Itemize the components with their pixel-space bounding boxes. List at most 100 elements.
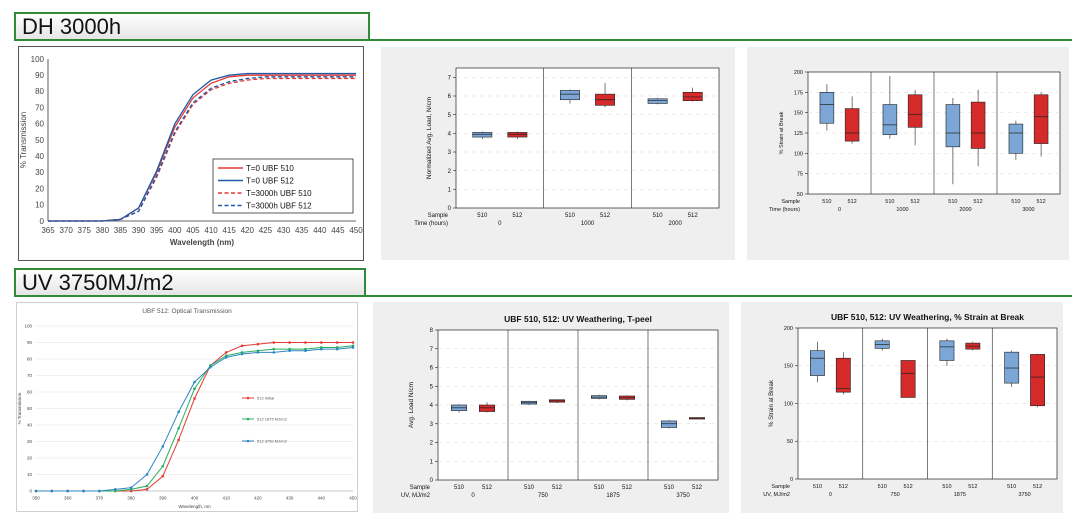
y-tick-label: 70 (35, 103, 44, 112)
plot-area (455, 67, 720, 209)
y-tick-label: 150 (794, 111, 803, 117)
y-tick-label: 7 (448, 75, 452, 81)
y-tick-label: 10 (35, 201, 44, 210)
sample-label: 512 (968, 484, 977, 490)
row-label-sample: Sample (781, 199, 800, 205)
data-point (256, 351, 260, 354)
y-axis-label: % Transmission (17, 392, 22, 424)
x-tick-label: 410 (204, 226, 218, 235)
uv-section-title: UV 3750MJ/m2 (14, 268, 366, 296)
row-label-group: Time (hours) (414, 221, 448, 227)
dh-section-title: DH 3000h (14, 12, 370, 40)
group-label: 1000 (896, 207, 908, 213)
box-512 (970, 101, 986, 149)
data-point (209, 365, 212, 369)
data-point (193, 397, 196, 400)
box-510 (945, 104, 961, 148)
data-point (272, 351, 276, 354)
y-tick-label: 4 (448, 131, 452, 137)
group-label: 0 (829, 492, 832, 498)
y-tick-label: 90 (27, 340, 33, 345)
group-label: 3750 (676, 493, 690, 499)
x-tick-label: 405 (186, 226, 200, 235)
y-tick-label: 100 (24, 324, 32, 329)
x-tick-label: 390 (132, 226, 146, 235)
data-point (351, 341, 355, 344)
series-line-2 (48, 77, 356, 222)
y-tick-label: 1 (430, 459, 434, 465)
sample-label: 512 (974, 199, 983, 205)
y-tick-label: 30 (35, 168, 44, 177)
legend-label-0: T=0 UBF 510 (246, 164, 294, 173)
sample-label: 512 (848, 199, 857, 205)
dh-transmission-chart: 0 10 20 30 40 50 60 70 80 90 100 365 370 375 380 385 390… (18, 46, 364, 261)
x-tick-label: 450 (349, 226, 363, 235)
data-point (320, 341, 323, 344)
x-tick-label: 400 (191, 496, 199, 501)
box-512 (835, 357, 851, 393)
box-510 (810, 350, 825, 376)
y-tick-label: 0 (430, 478, 434, 484)
y-tick-label: 100 (31, 55, 45, 64)
y-tick-label: 60 (27, 390, 33, 395)
series-line-1 (48, 72, 356, 222)
x-tick-label: 445 (331, 226, 345, 235)
group-label: 3750 (1019, 492, 1031, 498)
legend-marker-0 (246, 396, 250, 400)
x-axis-label: Wavelength (nm) (170, 238, 234, 247)
sample-label: 510 (524, 485, 535, 491)
row-label-sample: Sample (410, 485, 431, 491)
data-point (145, 473, 149, 476)
sample-label: 512 (512, 213, 523, 219)
series-line-3 (48, 76, 356, 222)
legend-label-1: T=0 UBF 512 (246, 177, 294, 186)
row-label-group: UV, MJ/m2 (401, 493, 431, 499)
group-label: 1875 (606, 493, 620, 499)
box-512 (1033, 94, 1049, 144)
group-label: 0 (838, 207, 841, 213)
y-axis-label: % Strain at Break (769, 379, 775, 427)
y-tick-label: 80 (35, 87, 44, 96)
row-label-group: UV, MJ/m2 (763, 492, 790, 498)
dh-tpeel-boxplot: 0 1 2 3 4 5 6 7 Normalized Avg. Load, N/cm Sample… (381, 47, 735, 260)
box-512 (479, 404, 496, 412)
x-tick-label: 440 (313, 226, 327, 235)
data-point (335, 347, 339, 351)
x-tick-label: 395 (150, 226, 164, 235)
sample-label: 512 (839, 484, 848, 490)
data-point (145, 488, 149, 491)
box-510 (472, 132, 493, 138)
y-tick-label: 7 (430, 347, 434, 353)
sample-label: 510 (664, 485, 675, 491)
dh-section-rule (14, 39, 1072, 41)
sample-label: 512 (622, 485, 633, 491)
data-point (113, 488, 117, 491)
box-510 (882, 104, 898, 135)
x-tick-label: 385 (114, 226, 128, 235)
data-point (161, 474, 165, 478)
sample-label: 510 (1011, 199, 1020, 205)
x-tick-label: 420 (254, 496, 262, 501)
box-512 (907, 94, 923, 128)
sample-label: 510 (942, 484, 951, 490)
box-512 (844, 108, 860, 142)
y-tick-label: 100 (784, 401, 793, 407)
y-tick-label: 100 (794, 151, 803, 157)
row-label-sample: Sample (428, 213, 449, 219)
uv-strain-boxplot: UBF 510, 512: UV Weathering, % Strain at… (741, 302, 1063, 513)
sample-label: 512 (692, 485, 703, 491)
sample-label: 512 (482, 485, 493, 491)
data-point (351, 346, 355, 349)
sample-label: 512 (903, 484, 912, 490)
box-510 (939, 340, 955, 361)
x-tick-label: 430 (277, 226, 291, 235)
x-tick-label: 450 (349, 496, 357, 501)
box-512 (1030, 354, 1045, 407)
sample-label: 510 (822, 199, 831, 205)
sample-label: 512 (1033, 484, 1042, 490)
data-point (177, 427, 180, 430)
data-point (161, 445, 165, 448)
group-label: 750 (538, 493, 549, 499)
box-510 (1008, 123, 1024, 154)
chart-frame (18, 46, 364, 261)
